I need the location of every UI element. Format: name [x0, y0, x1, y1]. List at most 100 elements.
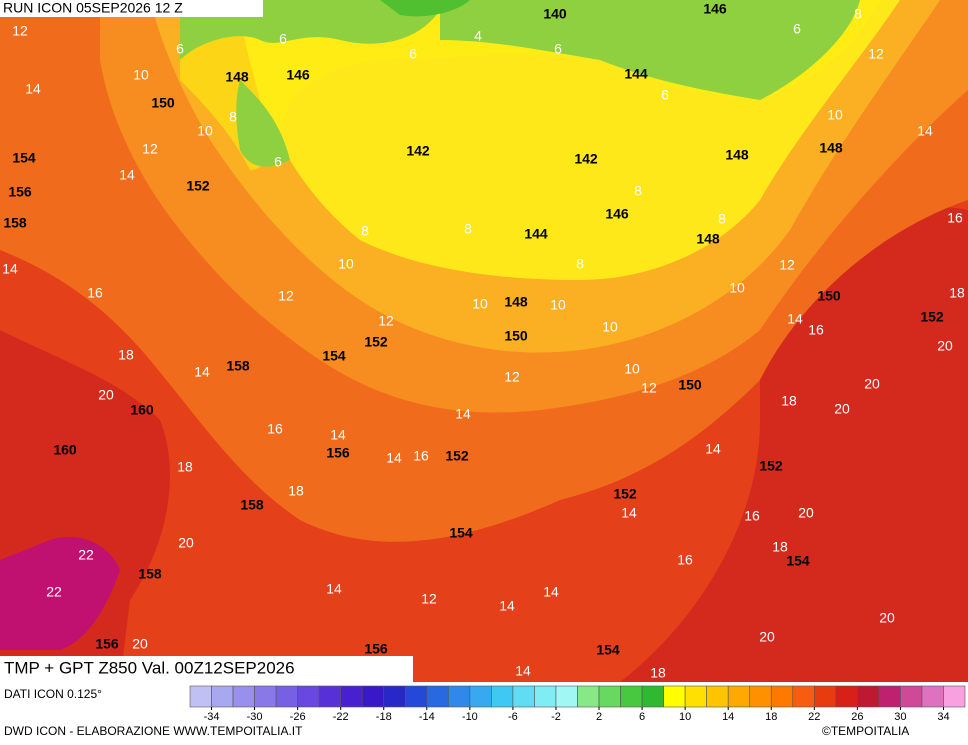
colorbar-swatch	[361, 685, 385, 708]
gpt-label: 142	[574, 151, 598, 167]
tmp-label: 14	[330, 427, 346, 443]
tmp-label: 16	[677, 552, 693, 568]
colorbar-swatch	[727, 685, 751, 708]
tmp-label: 12	[779, 257, 795, 273]
tmp-label: 20	[864, 376, 880, 392]
gpt-label: 148	[225, 69, 249, 85]
tmp-label: 16	[267, 421, 283, 437]
colorbar-swatch	[577, 685, 600, 708]
tmp-label: 6	[176, 41, 184, 57]
gpt-label: 154	[322, 348, 346, 364]
colorbar-tick-label: -6	[508, 711, 518, 723]
gpt-label: 148	[725, 147, 749, 163]
tmp-label: 4	[474, 28, 482, 44]
gpt-label: 158	[3, 215, 27, 231]
gpt-label: 152	[920, 309, 944, 325]
tmp-label: 8	[361, 223, 369, 239]
gpt-label: 146	[605, 206, 629, 222]
tmp-label: 14	[194, 364, 210, 380]
gpt-label: 152	[364, 334, 388, 350]
map-background	[0, 0, 968, 682]
tmp-label: 20	[178, 535, 194, 551]
tmp-label: 22	[78, 547, 94, 563]
gpt-label: 156	[95, 636, 119, 652]
colorbar-swatch	[641, 685, 664, 708]
tmp-label: 8	[854, 6, 862, 22]
tmp-label: 18	[177, 459, 193, 475]
tmp-label: 10	[827, 107, 843, 123]
colorbar-swatch	[943, 685, 966, 708]
colorbar-swatch	[534, 685, 557, 708]
colorbar-swatch	[706, 685, 729, 708]
colorbar-tick-label: -2	[551, 711, 561, 723]
gpt-label: 144	[624, 66, 648, 82]
colorbar: -34 -30 -26 -22 -18 -14 -10 -6 -2 2 6 10 14 18 22 26 30 3…	[189, 685, 966, 723]
colorbar-tick-label: -14	[419, 711, 435, 723]
colorbar-swatch	[598, 685, 621, 708]
gpt-label: 154	[786, 553, 810, 569]
tmp-label: 6	[554, 41, 562, 57]
tmp-label: 10	[550, 297, 566, 313]
gpt-label: 156	[8, 184, 32, 200]
tmp-label: 20	[937, 338, 953, 354]
credit: DWD ICON - ELABORAZIONE WWW.TEMPOITALIA.…	[4, 724, 303, 738]
tmp-label: 8	[229, 109, 237, 125]
tmp-label: 12	[868, 46, 884, 62]
colorbar-tick-label: 18	[765, 711, 777, 723]
tmp-label: 14	[515, 663, 531, 679]
tmp-label: 8	[464, 221, 472, 237]
colorbar-swatch	[275, 685, 298, 708]
colorbar-tick-label: -30	[247, 711, 263, 723]
colorbar-swatch	[512, 685, 535, 708]
tmp-label: 12	[142, 141, 158, 157]
tmp-label: 14	[326, 581, 342, 597]
colorbar-tick-label: 2	[596, 711, 602, 723]
colorbar-swatch	[426, 685, 449, 708]
tmp-label: 14	[705, 441, 721, 457]
tmp-label: 14	[2, 261, 18, 277]
header-box	[0, 0, 263, 17]
footer-box	[0, 656, 413, 682]
tmp-label: 10	[624, 361, 640, 377]
gpt-label: 146	[703, 1, 727, 17]
gpt-label: 152	[186, 178, 210, 194]
gpt-label: 154	[12, 150, 36, 166]
tmp-label: 14	[119, 167, 135, 183]
tmp-label: 16	[947, 210, 963, 226]
tmp-label: 16	[413, 448, 429, 464]
colorbar-swatch	[232, 685, 255, 708]
gpt-label: 144	[524, 226, 548, 242]
tmp-label: 14	[543, 584, 559, 600]
gpt-label: 150	[151, 95, 175, 111]
colorbar-swatch	[189, 685, 212, 708]
tmp-label: 20	[834, 401, 850, 417]
tmp-label: 8	[576, 256, 584, 272]
tmp-label: 10	[729, 280, 745, 296]
gpt-label: 142	[406, 143, 430, 159]
gpt-label: 152	[613, 486, 637, 502]
gpt-label: 148	[696, 231, 720, 247]
tmp-label: 6	[661, 87, 669, 103]
gpt-label: 158	[240, 497, 264, 513]
colorbar-tick-label: -10	[462, 711, 478, 723]
gpt-label: 152	[759, 458, 783, 474]
tmp-label: 12	[504, 369, 520, 385]
product-title: TMP + GPT Z850 Val. 00Z12SEP2026	[4, 658, 295, 677]
colorbar-tick-label: 30	[894, 711, 906, 723]
gpt-label: 156	[364, 641, 388, 657]
tmp-label: 12	[421, 591, 437, 607]
colorbar-swatch	[318, 685, 341, 708]
colorbar-swatch	[491, 685, 514, 708]
colorbar-swatch	[469, 685, 492, 708]
tmp-label: 6	[279, 31, 287, 47]
colorbar-tick-label: -34	[204, 711, 220, 723]
tmp-label: 20	[98, 387, 114, 403]
colorbar-tick-label: 34	[937, 711, 949, 723]
colorbar-swatch	[900, 685, 923, 708]
colorbar-swatch	[383, 685, 406, 708]
tmp-label: 10	[133, 67, 149, 83]
colorbar-swatch	[921, 685, 944, 708]
gpt-label: 160	[130, 402, 154, 418]
tmp-label: 12	[278, 288, 294, 304]
colorbar-swatch	[749, 685, 772, 708]
